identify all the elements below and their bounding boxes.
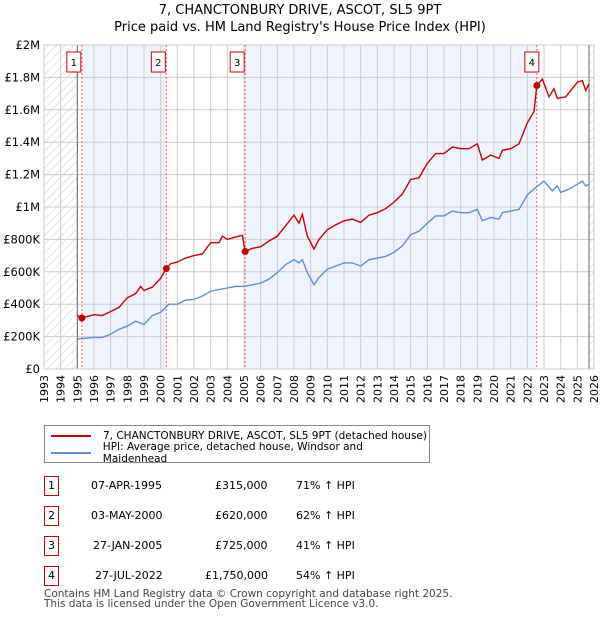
x-tick-label: 1999 [138, 375, 151, 403]
x-tick-label: 2013 [371, 375, 384, 403]
x-tick-label: 2008 [288, 375, 301, 403]
y-tick-label: £0 [25, 362, 40, 376]
y-tick-label: £1.2M [4, 168, 40, 182]
x-tick-label: 2006 [255, 375, 268, 403]
x-tick-label: 2015 [405, 375, 418, 403]
footer-line-1: Contains HM Land Registry data © Crown c… [44, 588, 453, 600]
x-tick-label: 1997 [105, 375, 118, 403]
y-tick-label: £1M [15, 200, 40, 214]
legend-label: 7, CHANCTONBURY DRIVE, ASCOT, SL5 9PT (d… [103, 430, 427, 442]
legend-label: HPI: Average price, detached house, Wind… [102, 441, 363, 465]
y-tick-label: £2M [15, 38, 40, 52]
sale-point [533, 82, 541, 89]
x-tick-label: 1998 [121, 375, 134, 403]
legend-swatch-blue [51, 452, 91, 454]
transaction-number: 2 [44, 506, 59, 526]
y-tick-label: £1.4M [4, 135, 40, 149]
x-tick-label: 2024 [555, 375, 568, 403]
x-tick-label: 2025 [571, 375, 584, 403]
transaction-price: £1,750,000 [205, 569, 268, 582]
sale-marker-label: 3 [234, 58, 240, 69]
sale-marker-label: 1 [71, 58, 77, 69]
x-tick-label: 2000 [155, 375, 168, 403]
transaction-hpi: 62% ↑ HPI [296, 509, 355, 522]
x-tick-label: 2001 [171, 375, 184, 403]
transaction-date: 03-MAY-2000 [91, 509, 163, 522]
x-tick-label: 1996 [88, 375, 101, 403]
x-tick-label: 1993 [38, 375, 51, 403]
transaction-date: 07-APR-1995 [91, 479, 163, 492]
legend: 7, CHANCTONBURY DRIVE, ASCOT, SL5 9PT (d… [44, 425, 430, 465]
x-tick-label: 2014 [388, 375, 401, 403]
x-tick-label: 2010 [321, 375, 334, 403]
transaction-hpi: 41% ↑ HPI [296, 539, 355, 552]
y-tick-label: £400K [3, 297, 40, 311]
transaction-row: 1 07-APR-1995 £315,000 71% ↑ HPI [44, 476, 444, 496]
sale-point [241, 248, 249, 256]
title: 7, CHANCTONBURY DRIVE, ASCOT, SL5 9PT [158, 3, 442, 18]
x-tick-label: 2016 [421, 375, 434, 403]
y-tick-label: £200K [3, 330, 40, 344]
x-tick-label: 2003 [205, 375, 218, 403]
footer: Contains HM Land Registry data © Crown c… [44, 588, 453, 610]
sale-marker-box [150, 51, 166, 73]
x-tick-label: 2023 [538, 375, 551, 403]
sale-point [78, 314, 86, 322]
transaction-row: 4 27-JUL-2022 £1,750,000 54% ↑ HPI [44, 566, 444, 586]
transaction-date: 27-JAN-2005 [93, 539, 163, 552]
sale-marker-box [229, 51, 245, 73]
x-tick-label: 2022 [521, 375, 534, 403]
legend-item-hpi: HPI: Average price, detached house, Wind… [45, 441, 429, 465]
y-tick-label: £800K [3, 232, 40, 246]
plot-border [43, 44, 595, 370]
y-tick-label: £1.8M [4, 70, 40, 84]
legend-swatch-red [51, 435, 91, 437]
transaction-price: £725,000 [215, 539, 268, 552]
x-tick-label: 2019 [471, 375, 484, 403]
price-chart: 1 2 3 4 1993 1994 1995 1996 1997 1998 1999 2000 2001… [3, 38, 600, 403]
sale-marker-label: 4 [529, 58, 535, 69]
transaction-row: 2 03-MAY-2000 £620,000 62% ↑ HPI [44, 506, 444, 526]
x-tick-label: 2017 [438, 375, 451, 403]
transaction-number: 1 [44, 476, 59, 496]
y-tick-label: £600K [3, 265, 40, 279]
legend-item-property: 7, CHANCTONBURY DRIVE, ASCOT, SL5 9PT (d… [45, 428, 427, 444]
transaction-hpi: 71% ↑ HPI [296, 479, 355, 492]
x-tick-label: 2018 [455, 375, 468, 403]
sale-marker-box [524, 51, 540, 73]
x-tick-label: 2012 [355, 375, 368, 403]
footer-line-2: This data is licensed under the Open Gov… [44, 598, 379, 610]
x-tick-label: 2009 [305, 375, 318, 403]
transaction-price: £315,000 [215, 479, 268, 492]
x-tick-label: 2011 [338, 375, 351, 403]
x-tick-label: 2002 [188, 375, 201, 403]
chart-title: 7, CHANCTONBURY DRIVE, ASCOT, SL5 9PT Pri… [0, 2, 600, 36]
transaction-number: 4 [44, 566, 59, 586]
y-tick-label: £1.6M [4, 103, 40, 117]
transaction-row: 3 27-JAN-2005 £725,000 41% ↑ HPI [44, 536, 444, 556]
transaction-date: 27-JUL-2022 [95, 569, 163, 582]
sale-point [162, 265, 170, 273]
sale-marker-box [66, 51, 82, 73]
x-tick-label: 2026 [588, 375, 600, 403]
x-tick-label: 2005 [238, 375, 251, 403]
x-tick-label: 1994 [55, 375, 68, 403]
x-tick-label: 2004 [221, 375, 234, 403]
x-tick-label: 2007 [271, 375, 284, 403]
transaction-price: £620,000 [215, 509, 268, 522]
x-tick-label: 2021 [505, 375, 518, 403]
x-tick-label: 1995 [71, 375, 84, 403]
subtitle: Price paid vs. HM Land Registry's House … [114, 20, 486, 35]
transaction-number: 3 [44, 536, 59, 556]
transaction-hpi: 54% ↑ HPI [296, 569, 355, 582]
sale-marker-label: 2 [155, 58, 161, 69]
x-tick-label: 2020 [488, 375, 501, 403]
hpi-line [77, 180, 590, 340]
